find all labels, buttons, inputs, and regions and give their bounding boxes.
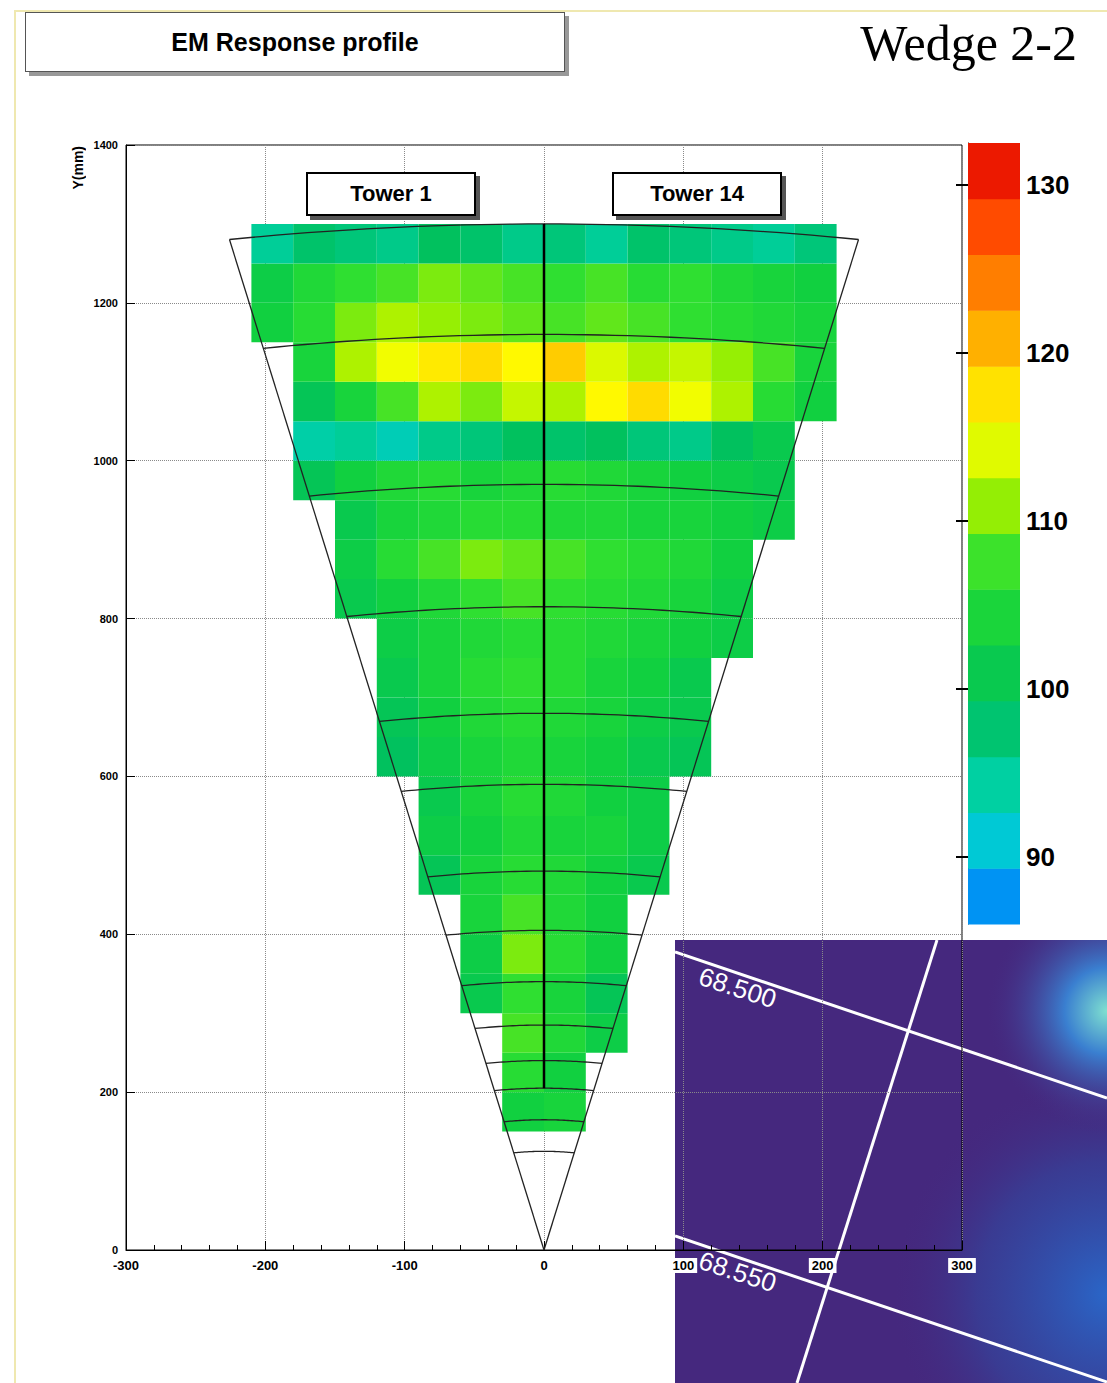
svg-text:1000: 1000 (94, 455, 118, 467)
svg-text:-300: -300 (113, 1258, 139, 1273)
svg-text:-100: -100 (392, 1258, 418, 1273)
svg-text:68.500: 68.500 (695, 961, 780, 1014)
svg-text:800: 800 (100, 613, 118, 625)
html-text:Tower 1: Tower 1 (350, 181, 432, 206)
svg-text:68.550: 68.550 (695, 1245, 780, 1298)
svg-text:90: 90 (1026, 842, 1055, 872)
svg-text:1400: 1400 (94, 139, 118, 151)
svg-text:0: 0 (112, 1244, 118, 1256)
html-text:Wedge 2-2: Wedge 2-2 (860, 15, 1077, 71)
svg-text:-200: -200 (252, 1258, 278, 1273)
svg-text:100: 100 (672, 1258, 694, 1273)
svg-text:110: 110 (1026, 506, 1068, 536)
svg-text:130: 130 (1026, 170, 1069, 200)
svg-text:0: 0 (540, 1258, 547, 1273)
svg-text:100: 100 (1026, 674, 1069, 704)
svg-text:600: 600 (100, 770, 118, 782)
html-text:EM Response profile: EM Response profile (171, 27, 419, 56)
svg-text:300: 300 (951, 1258, 973, 1273)
svg-text:200: 200 (812, 1258, 834, 1273)
svg-text:1200: 1200 (94, 297, 118, 309)
svg-text:120: 120 (1026, 338, 1069, 368)
html-text:Y(mm): Y(mm) (70, 146, 86, 190)
html-text:Tower 14: Tower 14 (650, 181, 744, 206)
svg-text:400: 400 (100, 928, 118, 940)
svg-text:200: 200 (100, 1086, 118, 1098)
